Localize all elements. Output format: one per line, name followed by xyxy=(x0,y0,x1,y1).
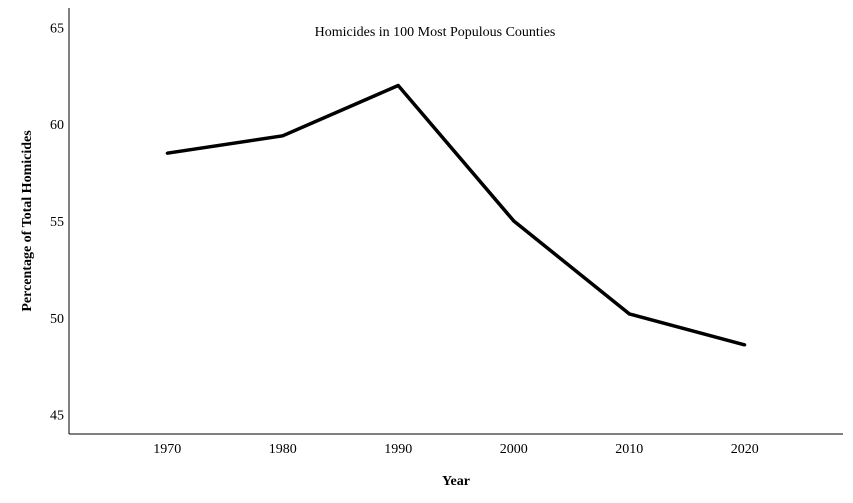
x-tick-label: 2010 xyxy=(615,442,643,457)
x-tick-label: 1970 xyxy=(153,442,181,457)
data-point xyxy=(512,219,516,223)
y-tick-label: 50 xyxy=(50,312,64,327)
y-axis-ticks: 45 50 55 60 65 xyxy=(50,21,64,423)
y-tick-label: 55 xyxy=(50,215,64,230)
axes xyxy=(68,8,843,435)
x-tick-label: 2000 xyxy=(500,442,528,457)
x-axis-label: Year xyxy=(442,474,470,489)
x-tick-label: 2020 xyxy=(731,442,759,457)
x-tick-label: 1990 xyxy=(384,442,412,457)
x-axis-ticks: 1970 1980 1990 2000 2010 2020 xyxy=(153,442,759,457)
data-point xyxy=(396,83,400,87)
y-tick-label: 60 xyxy=(50,118,64,133)
data-point xyxy=(627,312,631,316)
y-tick-label: 45 xyxy=(50,409,64,424)
series-layer xyxy=(165,83,747,347)
y-axis-label: Percentage of Total Homicides xyxy=(20,130,35,312)
series-line xyxy=(166,83,746,347)
data-point xyxy=(281,134,285,138)
chart-title: Homicides in 100 Most Populous Counties xyxy=(315,25,556,40)
y-tick-label: 65 xyxy=(50,21,64,36)
x-tick-label: 1980 xyxy=(269,442,297,457)
data-point xyxy=(743,343,747,347)
data-point xyxy=(165,151,169,155)
